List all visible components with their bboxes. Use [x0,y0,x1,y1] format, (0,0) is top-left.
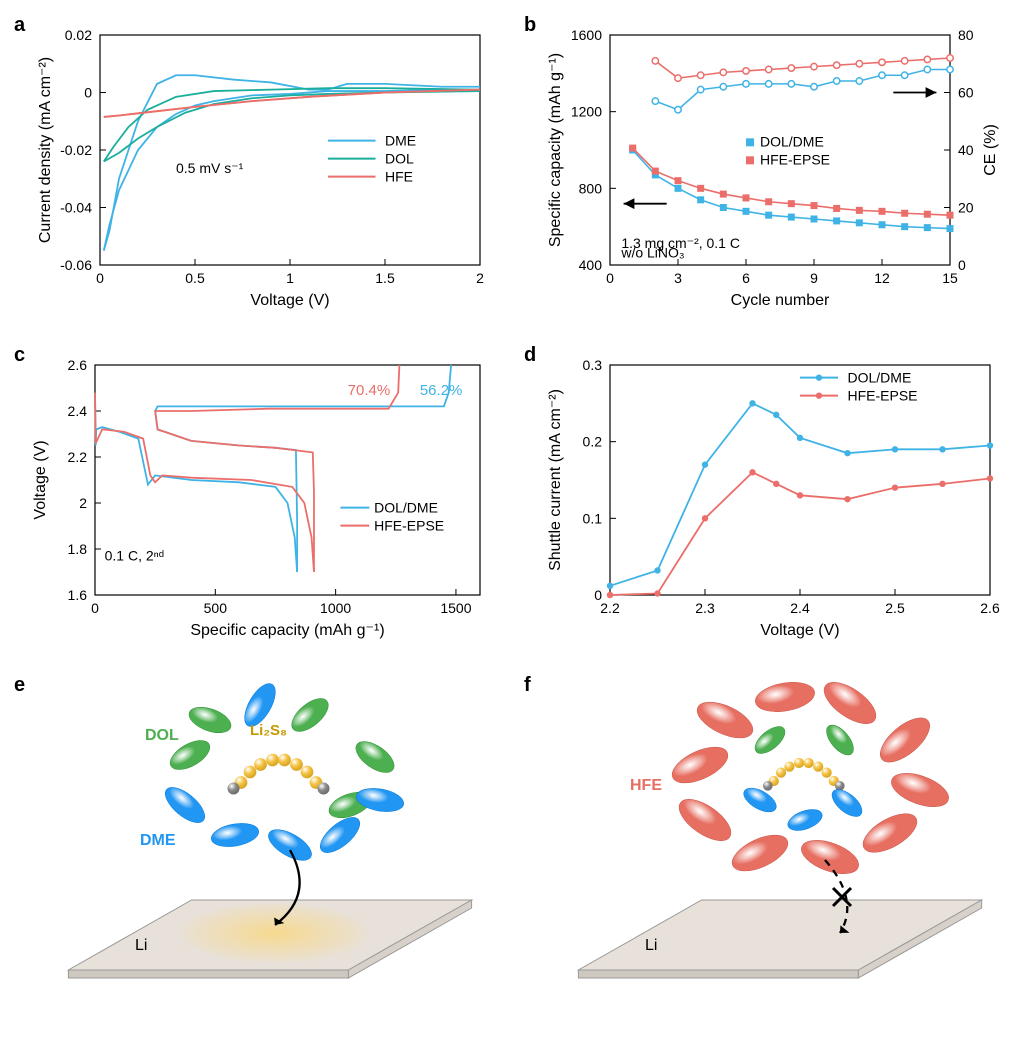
svg-text:2: 2 [79,495,87,511]
svg-text:0: 0 [958,257,966,273]
chart-b: 0369121540080012001600Cycle numberSpecif… [530,20,1010,320]
svg-text:0.2: 0.2 [583,434,603,450]
svg-text:Li: Li [645,937,657,954]
svg-text:Li₂S₈: Li₂S₈ [250,722,287,739]
svg-text:1.5: 1.5 [375,270,395,286]
figure-grid: a 00.511.52-0.06-0.04-0.0200.02Voltage (… [20,20,1009,1000]
svg-text:Li: Li [135,937,147,954]
svg-text:1200: 1200 [571,104,602,120]
svg-text:0.5: 0.5 [185,270,205,286]
svg-text:0.1 C, 2ⁿᵈ: 0.1 C, 2ⁿᵈ [105,548,164,564]
svg-text:80: 80 [958,27,974,43]
svg-text:400: 400 [579,257,603,273]
panel-d-label: d [524,344,536,367]
svg-text:DOL: DOL [145,727,179,744]
svg-text:0.1: 0.1 [583,510,603,526]
svg-text:Current density (mA cm⁻²): Current density (mA cm⁻²) [37,57,54,243]
svg-text:1500: 1500 [440,600,471,616]
panel-e-label: e [14,674,25,697]
panel-c-label: c [14,344,25,367]
svg-text:HFE: HFE [385,169,413,185]
svg-text:DOL: DOL [385,151,414,167]
svg-text:2: 2 [476,270,484,286]
panel-e: e LiDOLDMELi₂S₈ [20,680,500,1000]
svg-text:2.2: 2.2 [68,449,88,465]
svg-text:HFE-EPSE: HFE-EPSE [374,518,444,534]
panel-f: f LiHFE [530,680,1010,1000]
svg-text:-0.02: -0.02 [60,142,92,158]
svg-text:0.5 mV s⁻¹: 0.5 mV s⁻¹ [176,160,244,176]
panel-c: c 0500100015001.61.822.22.42.6Specific c… [20,350,500,650]
svg-text:HFE: HFE [630,777,662,794]
svg-text:0.3: 0.3 [583,357,603,373]
diagram-f: Li HFE [530,680,1010,1000]
svg-text:2.2: 2.2 [600,600,620,616]
svg-text:2.4: 2.4 [68,403,88,419]
panel-a-label: a [14,14,25,37]
svg-text:CE (%): CE (%) [982,124,999,176]
svg-text:Specific capacity (mAh g⁻¹): Specific capacity (mAh g⁻¹) [190,622,384,639]
chart-d: 2.2 2.3 2.4 2.5 2.6 0 0.1 0.2 0.3 Voltage (V) Shut… [530,350,1010,650]
svg-text:1: 1 [286,270,294,286]
svg-text:2.6: 2.6 [68,357,88,373]
svg-text:Voltage (V): Voltage (V) [760,622,839,639]
svg-text:20: 20 [958,200,974,216]
svg-text:2.5: 2.5 [885,600,905,616]
svg-text:2.6: 2.6 [980,600,1000,616]
svg-text:15: 15 [942,270,958,286]
svg-text:Cycle number: Cycle number [731,292,830,309]
svg-text:1.8: 1.8 [68,541,88,557]
svg-text:500: 500 [204,600,228,616]
chart-c: 0 500 1000 1500 1.6 1.8 2 2.2 2.4 2.6 Specific cap… [20,350,500,650]
svg-text:DME: DME [140,832,176,849]
svg-text:HFE-EPSE: HFE-EPSE [848,388,918,404]
svg-text:Specific capacity (mAh g⁻¹): Specific capacity (mAh g⁻¹) [547,53,564,247]
panel-b: b 0369121540080012001600Cycle numberSpec… [530,20,1010,320]
svg-text:w/o LiNO₃: w/o LiNO₃ [620,244,684,260]
chart-a: 0 0.5 1 1.5 2 -0.06 -0.04 -0.02 0 0.02 Voltage (V)… [20,20,500,320]
panel-d: d 2.22.32.42.52.600.10.20.3Voltage (V)Sh… [530,350,1010,650]
panel-a: a 00.511.52-0.06-0.04-0.0200.02Voltage (… [20,20,500,320]
diagram-e: Li DOL DME Li₂S₈ [20,680,500,1000]
panel-b-label: b [524,14,536,37]
svg-text:56.2%: 56.2% [420,382,463,399]
svg-text:0: 0 [91,600,99,616]
svg-text:DOL/DME: DOL/DME [760,133,824,149]
svg-text:DME: DME [385,133,416,149]
svg-text:1600: 1600 [571,27,602,43]
svg-text:12: 12 [874,270,890,286]
svg-text:DOL/DME: DOL/DME [848,370,912,386]
svg-text:0.02: 0.02 [65,27,92,43]
svg-text:0: 0 [606,270,614,286]
svg-text:9: 9 [810,270,818,286]
svg-text:2.3: 2.3 [695,600,715,616]
svg-text:70.4%: 70.4% [348,382,391,399]
svg-text:Voltage (V): Voltage (V) [32,440,49,519]
svg-text:0: 0 [594,587,602,603]
svg-text:1.6: 1.6 [68,587,88,603]
svg-text:-0.04: -0.04 [60,200,92,216]
svg-text:HFE-EPSE: HFE-EPSE [760,151,830,167]
svg-text:0: 0 [96,270,104,286]
svg-text:1000: 1000 [320,600,351,616]
svg-text:DOL/DME: DOL/DME [374,500,438,516]
svg-text:3: 3 [674,270,682,286]
svg-text:Shuttle current (mA cm⁻²): Shuttle current (mA cm⁻²) [547,389,564,571]
svg-text:60: 60 [958,85,974,101]
svg-text:Voltage (V): Voltage (V) [250,292,329,309]
svg-text:-0.06: -0.06 [60,257,92,273]
svg-text:0: 0 [84,85,92,101]
svg-text:6: 6 [742,270,750,286]
svg-text:40: 40 [958,142,974,158]
svg-text:800: 800 [579,180,603,196]
svg-text:2.4: 2.4 [790,600,810,616]
panel-f-label: f [524,674,531,697]
